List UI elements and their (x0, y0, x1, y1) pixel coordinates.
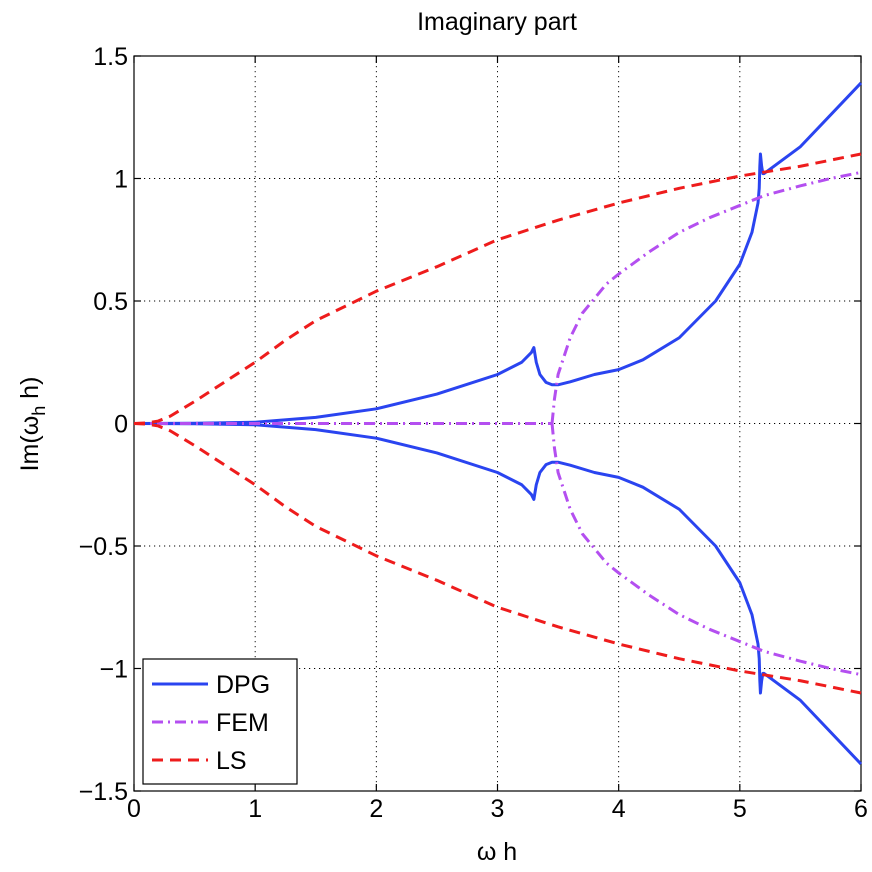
series-fem-line-2 (550, 423, 862, 677)
x-tick-label: 3 (491, 795, 505, 823)
y-axis-label: Im(ωh h) (16, 377, 49, 472)
legend-label-dpg: DPG (216, 671, 270, 699)
y-axis-label-base: Im(ω (16, 416, 44, 472)
y-tick-label: 0.5 (93, 288, 128, 316)
series-fem-line-1 (550, 170, 862, 424)
y-tick-label: −0.5 (79, 533, 128, 561)
series-ls-line-0 (133, 152, 862, 425)
legend: DPG FEM LS (142, 658, 298, 785)
series-dpg-line-1 (133, 422, 863, 766)
x-axis-label: ω h (477, 838, 517, 866)
x-tick-label: 4 (612, 795, 626, 823)
x-tick-label: 5 (733, 795, 747, 823)
y-tick-label: −1 (99, 656, 128, 684)
x-tick-label: 6 (854, 795, 868, 823)
series-dpg-line-0 (133, 81, 863, 425)
series-group (133, 81, 863, 766)
series-ls-line-1 (133, 422, 862, 695)
y-tick-label: 1 (114, 166, 128, 194)
y-axis-label-sub: h (29, 406, 49, 416)
x-tick-label: 2 (369, 795, 383, 823)
y-axis-label-end: h) (16, 377, 44, 406)
x-tick-label: 0 (127, 795, 141, 823)
y-tick-label: −1.5 (79, 778, 128, 806)
y-tick-labels: −1.5 −1 −0.5 0 0.5 1 1.5 (79, 43, 128, 806)
tick-marks (133, 55, 862, 792)
y-tick-label: 1.5 (93, 43, 128, 71)
chart-title: Imaginary part (417, 8, 577, 36)
legend-label-fem: FEM (216, 709, 269, 737)
x-tick-label: 1 (248, 795, 262, 823)
y-tick-label: 0 (114, 411, 128, 439)
x-tick-labels: 0 1 2 3 4 5 6 (127, 795, 868, 823)
legend-label-ls: LS (216, 747, 247, 775)
